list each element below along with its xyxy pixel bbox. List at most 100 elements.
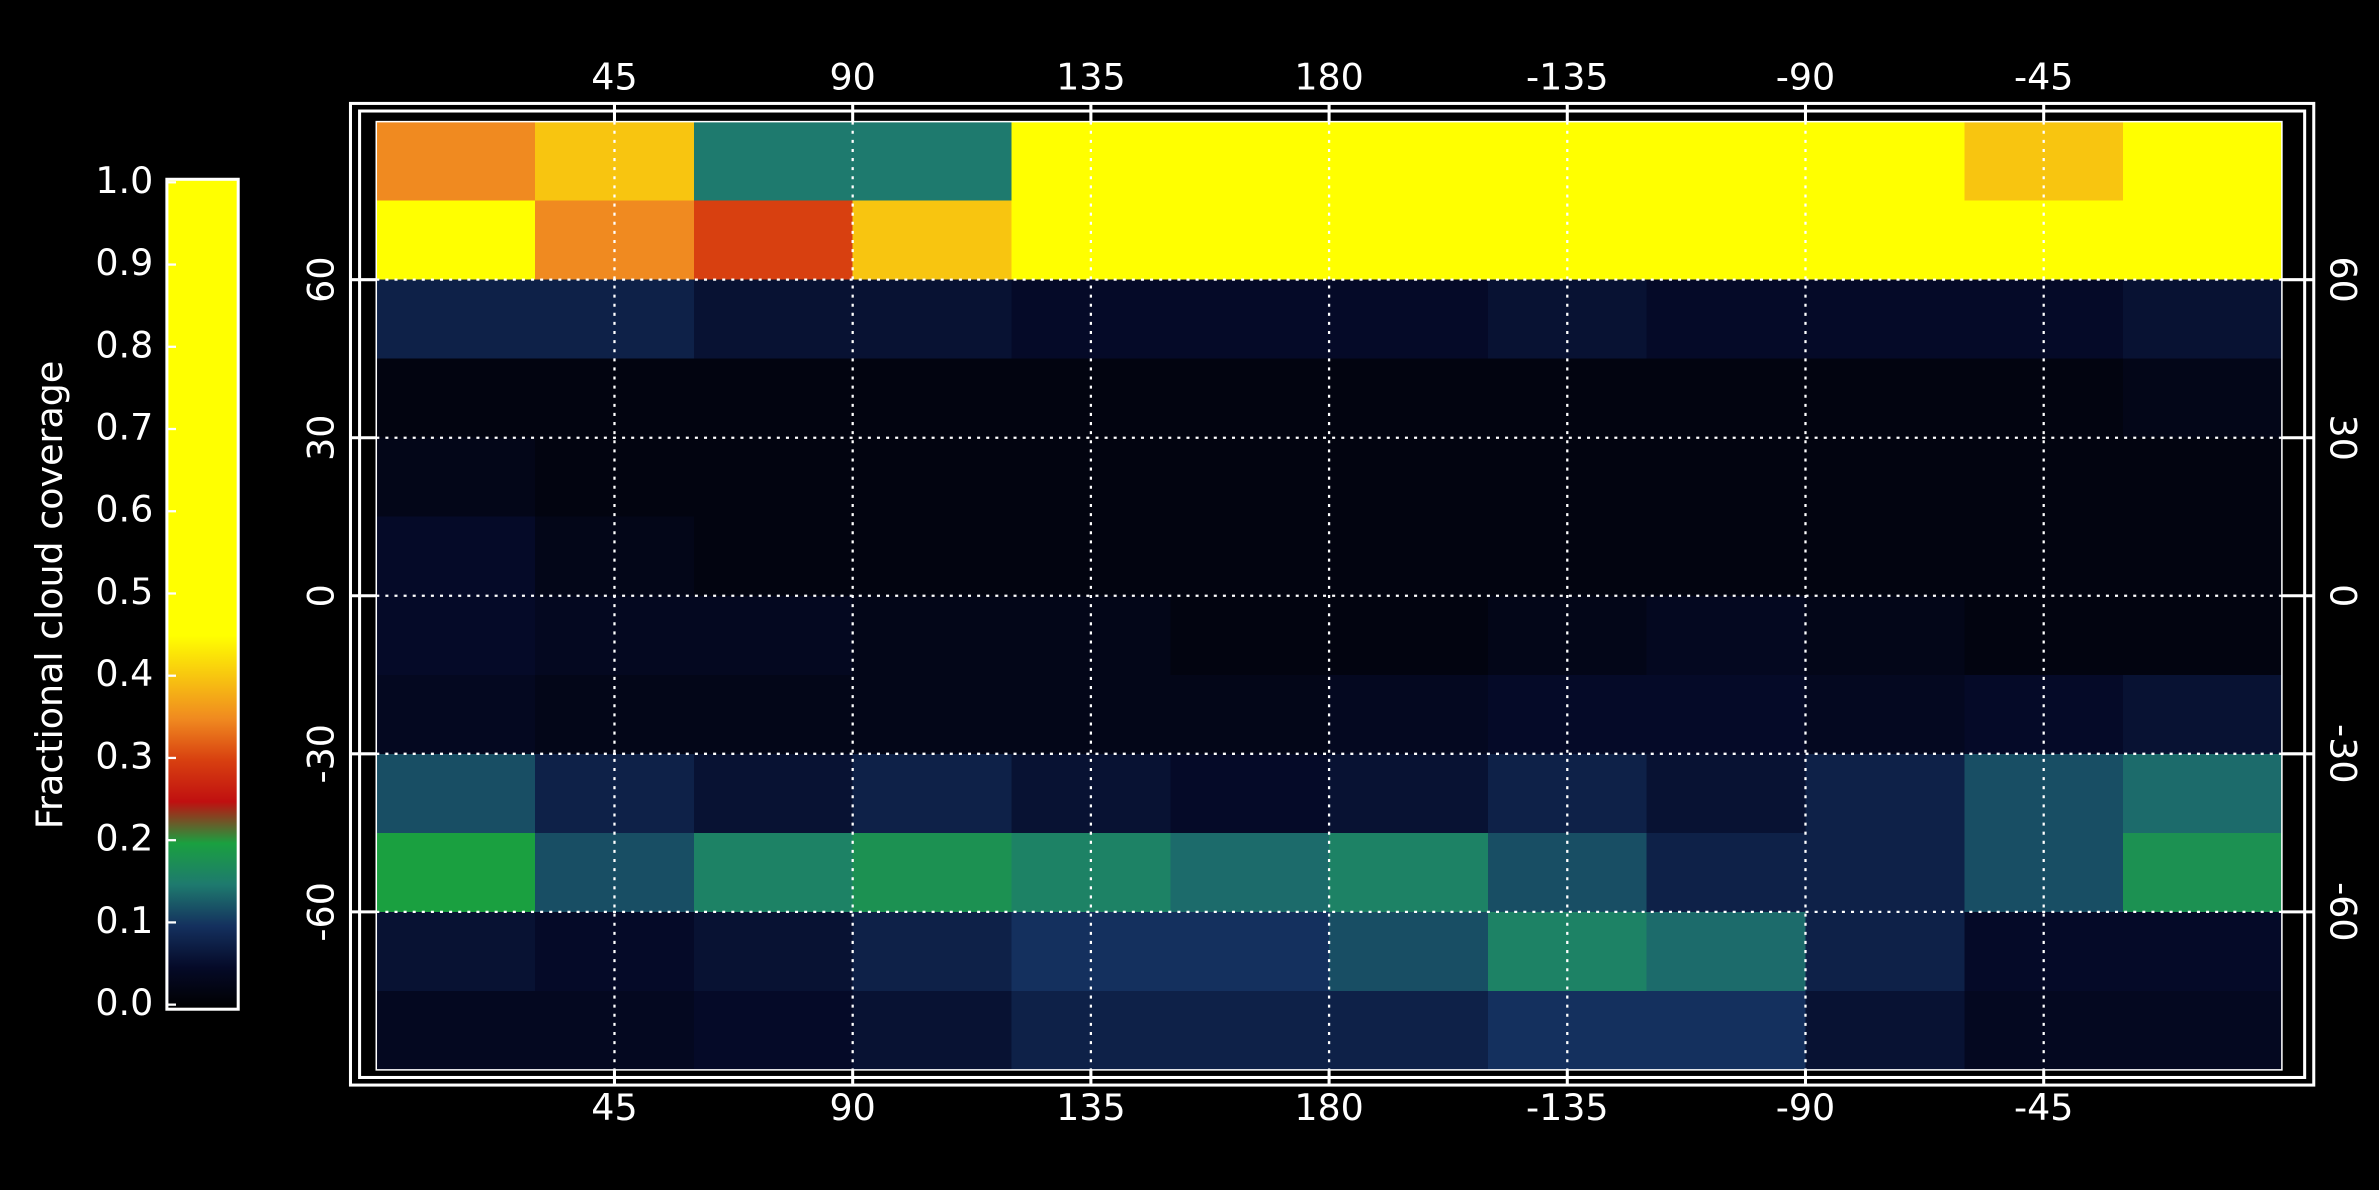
heatmap-cell xyxy=(693,437,854,518)
heatmap-cell xyxy=(535,358,695,439)
heatmap-cell xyxy=(1170,753,1330,834)
heatmap-cell xyxy=(1329,358,1489,439)
colorbar-tick-label: 0.8 xyxy=(95,323,153,366)
heatmap-cell xyxy=(376,121,536,202)
heatmap-cell xyxy=(1487,753,1648,834)
heatmap-cell xyxy=(2123,595,2283,676)
heatmap-cell xyxy=(2123,358,2283,439)
heatmap-cell xyxy=(535,832,695,913)
heatmap-cell xyxy=(1170,911,1330,992)
heatmap-cell xyxy=(2123,121,2283,202)
x-tick-label-top: 135 xyxy=(1056,56,1126,99)
heatmap-cell xyxy=(693,121,854,202)
heatmap-cell xyxy=(1964,753,2124,834)
heatmap-cell xyxy=(1170,437,1330,518)
heatmap-cell xyxy=(1170,516,1330,597)
y-tick-label-left: -30 xyxy=(300,724,343,783)
heatmap-cell xyxy=(1646,200,1807,281)
heatmap-cell xyxy=(1487,832,1648,913)
heatmap-cell xyxy=(852,595,1013,676)
heatmap-cell xyxy=(1329,595,1489,676)
heatmap-cell xyxy=(1011,753,1172,834)
heatmap-cell xyxy=(1011,832,1172,913)
heatmap-cell xyxy=(2123,516,2283,597)
heatmap-cell xyxy=(376,279,536,360)
heatmap-cell xyxy=(1170,990,1330,1071)
heatmap-cell xyxy=(693,516,854,597)
heatmap-cell xyxy=(535,753,695,834)
colorbar-tick-label: 0.4 xyxy=(95,652,153,695)
y-tick-label-left: 30 xyxy=(300,415,343,461)
y-tick-label-left: -60 xyxy=(300,882,343,941)
heatmap-cell xyxy=(2123,200,2283,281)
heatmap-cell xyxy=(693,595,854,676)
heatmap-cell xyxy=(852,358,1013,439)
heatmap-cell xyxy=(1646,911,1807,992)
heatmap-cell xyxy=(376,516,536,597)
heatmap-cell xyxy=(1805,674,1966,755)
x-tick-label-bottom: -45 xyxy=(2014,1086,2073,1129)
x-tick-label-top: 45 xyxy=(591,56,637,99)
x-tick-label-bottom: -135 xyxy=(1526,1086,1609,1129)
heatmap-cell xyxy=(693,200,854,281)
heatmap-cell xyxy=(1805,753,1966,834)
heatmap-cell xyxy=(1805,121,1966,202)
heatmap-cell xyxy=(1964,832,2124,913)
heatmap-cell xyxy=(1487,358,1648,439)
y-tick-label-right: 0 xyxy=(2322,584,2365,607)
heatmap-cell xyxy=(1646,358,1807,439)
heatmap-cell xyxy=(1329,279,1489,360)
x-tick-label-bottom: 135 xyxy=(1056,1086,1126,1129)
heatmap-cell xyxy=(1805,990,1966,1071)
heatmap-cell xyxy=(1964,990,2124,1071)
heatmap-cell xyxy=(2123,990,2283,1071)
heatmap-cell xyxy=(1011,279,1172,360)
y-tick-label-right: -60 xyxy=(2322,882,2365,941)
heatmap-cell xyxy=(535,516,695,597)
heatmap-cell xyxy=(852,911,1013,992)
colorbar-tick-label: 0.2 xyxy=(95,817,153,860)
heatmap-cell xyxy=(376,674,536,755)
heatmap-cell xyxy=(1170,200,1330,281)
heatmap-cell xyxy=(376,200,536,281)
heatmap-cell xyxy=(1805,911,1966,992)
y-tick-label-right: -30 xyxy=(2322,724,2365,783)
heatmap-cell xyxy=(1170,279,1330,360)
heatmap-cell xyxy=(535,595,695,676)
colorbar-tick-label: 0.3 xyxy=(95,734,153,777)
x-tick-label-top: -135 xyxy=(1526,56,1609,99)
heatmap-cell xyxy=(693,911,854,992)
colorbar-tick-label: 0.6 xyxy=(95,488,153,531)
heatmap-cell xyxy=(1487,279,1648,360)
heatmap-cell xyxy=(693,279,854,360)
colorbar-tick-label: 0.0 xyxy=(95,981,153,1024)
heatmap-cell xyxy=(1646,279,1807,360)
heatmap-cell xyxy=(852,279,1013,360)
colorbar-tick-label: 1.0 xyxy=(95,159,153,202)
heatmap-cell xyxy=(376,358,536,439)
heatmap-cell xyxy=(1329,911,1489,992)
heatmap-cell xyxy=(1805,437,1966,518)
heatmap-cell xyxy=(1329,200,1489,281)
heatmap-cell xyxy=(1646,832,1807,913)
x-tick-label-top: 180 xyxy=(1294,56,1364,99)
heatmap-cell xyxy=(376,595,536,676)
heatmap-cell xyxy=(852,832,1013,913)
colorbar-tick-label: 0.9 xyxy=(95,241,153,284)
x-tick-label-bottom: 90 xyxy=(830,1086,876,1129)
heatmap-cell xyxy=(852,516,1013,597)
x-tick-label-bottom: 45 xyxy=(591,1086,637,1129)
heatmap-cell xyxy=(1329,121,1489,202)
heatmap-cell xyxy=(693,753,854,834)
heatmap-cell xyxy=(1646,990,1807,1071)
heatmap-cell xyxy=(693,832,854,913)
heatmap-cell xyxy=(2123,279,2283,360)
colorbar-label: Fractional cloud coverage xyxy=(28,361,71,830)
heatmap-cell xyxy=(1964,516,2124,597)
heatmap-cell xyxy=(1329,437,1489,518)
heatmap-cell xyxy=(852,121,1013,202)
heatmap-cell xyxy=(1329,516,1489,597)
y-tick-label-right: 30 xyxy=(2322,415,2365,461)
heatmap-cell xyxy=(2123,437,2283,518)
heatmap-cell xyxy=(693,674,854,755)
